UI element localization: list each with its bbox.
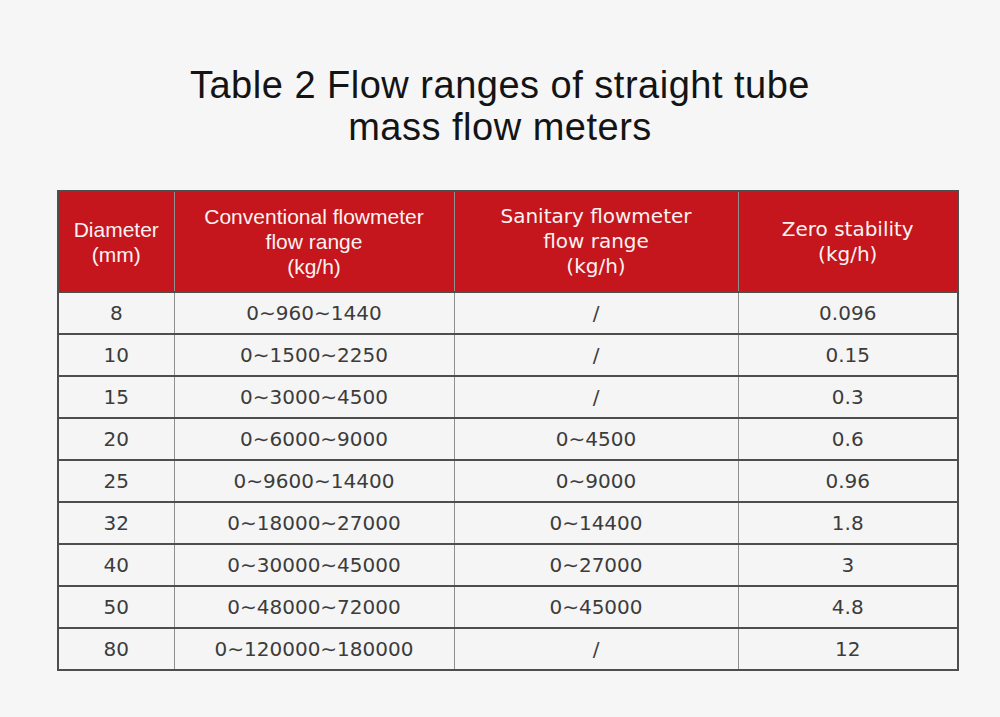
table-cell-zero-stability: 3 <box>738 544 958 586</box>
table-cell-diameter: 25 <box>58 460 174 502</box>
table-cell-diameter: 20 <box>58 418 174 460</box>
table-cell-zero-stability: 0.096 <box>738 292 958 334</box>
table-cell-conventional-range: 0∼48000∼72000 <box>174 586 454 628</box>
table-cell-zero-stability: 0.6 <box>738 418 958 460</box>
table-cell-conventional-range: 0∼1500∼2250 <box>174 334 454 376</box>
table-cell-zero-stability: 1.8 <box>738 502 958 544</box>
table-cell-conventional-range: 0∼960∼1440 <box>174 292 454 334</box>
table-row: 10 0∼1500∼2250 / 0.15 <box>58 334 958 376</box>
table-row: 8 0∼960∼1440 / 0.096 <box>58 292 958 334</box>
table-row: 50 0∼48000∼72000 0∼45000 4.8 <box>58 586 958 628</box>
table-row: 40 0∼30000∼45000 0∼27000 3 <box>58 544 958 586</box>
table-cell-sanitary-range: / <box>454 334 738 376</box>
table-cell-zero-stability: 12 <box>738 628 958 670</box>
page-title-line-1: Table 2 Flow ranges of straight tube <box>0 64 1000 106</box>
table-cell-conventional-range: 0∼18000∼27000 <box>174 502 454 544</box>
table-cell-conventional-range: 0∼9600∼14400 <box>174 460 454 502</box>
table-cell-diameter: 10 <box>58 334 174 376</box>
header-cell-conventional-flow-range: Conventional flowmeter flow range (kg/h) <box>174 191 454 292</box>
table-cell-sanitary-range: / <box>454 292 738 334</box>
table-cell-sanitary-range: / <box>454 376 738 418</box>
header-cell-diameter: Diameter (mm) <box>58 191 174 292</box>
page-title-line-2: mass flow meters <box>0 106 1000 148</box>
table-row: 15 0∼3000∼4500 / 0.3 <box>58 376 958 418</box>
table-cell-diameter: 8 <box>58 292 174 334</box>
table-row: 32 0∼18000∼27000 0∼14400 1.8 <box>58 502 958 544</box>
table-row: 80 0∼120000∼180000 / 12 <box>58 628 958 670</box>
table-cell-zero-stability: 0.15 <box>738 334 958 376</box>
table-header-row: Diameter (mm) Conventional flowmeter flo… <box>58 191 958 292</box>
table-cell-sanitary-range: 0∼45000 <box>454 586 738 628</box>
table-cell-conventional-range: 0∼3000∼4500 <box>174 376 454 418</box>
flow-range-table: Diameter (mm) Conventional flowmeter flo… <box>57 190 959 671</box>
table-cell-sanitary-range: 0∼27000 <box>454 544 738 586</box>
table-row: 25 0∼9600∼14400 0∼9000 0.96 <box>58 460 958 502</box>
table-cell-zero-stability: 0.96 <box>738 460 958 502</box>
table-cell-sanitary-range: 0∼14400 <box>454 502 738 544</box>
page-title: Table 2 Flow ranges of straight tube mas… <box>0 64 1000 148</box>
table-cell-zero-stability: 4.8 <box>738 586 958 628</box>
table-cell-zero-stability: 0.3 <box>738 376 958 418</box>
table-cell-sanitary-range: 0∼9000 <box>454 460 738 502</box>
header-cell-sanitary-flow-range: Sanitary flowmeter flow range (kg/h) <box>454 191 738 292</box>
table-cell-diameter: 80 <box>58 628 174 670</box>
page-root: Table 2 Flow ranges of straight tube mas… <box>0 0 1000 717</box>
table-cell-conventional-range: 0∼6000∼9000 <box>174 418 454 460</box>
table-cell-diameter: 32 <box>58 502 174 544</box>
table-cell-conventional-range: 0∼30000∼45000 <box>174 544 454 586</box>
table-row: 20 0∼6000∼9000 0∼4500 0.6 <box>58 418 958 460</box>
table-cell-conventional-range: 0∼120000∼180000 <box>174 628 454 670</box>
table-cell-sanitary-range: / <box>454 628 738 670</box>
table-cell-diameter: 40 <box>58 544 174 586</box>
table-cell-diameter: 50 <box>58 586 174 628</box>
table-cell-diameter: 15 <box>58 376 174 418</box>
table-cell-sanitary-range: 0∼4500 <box>454 418 738 460</box>
header-cell-zero-stability: Zero stability (kg/h) <box>738 191 958 292</box>
